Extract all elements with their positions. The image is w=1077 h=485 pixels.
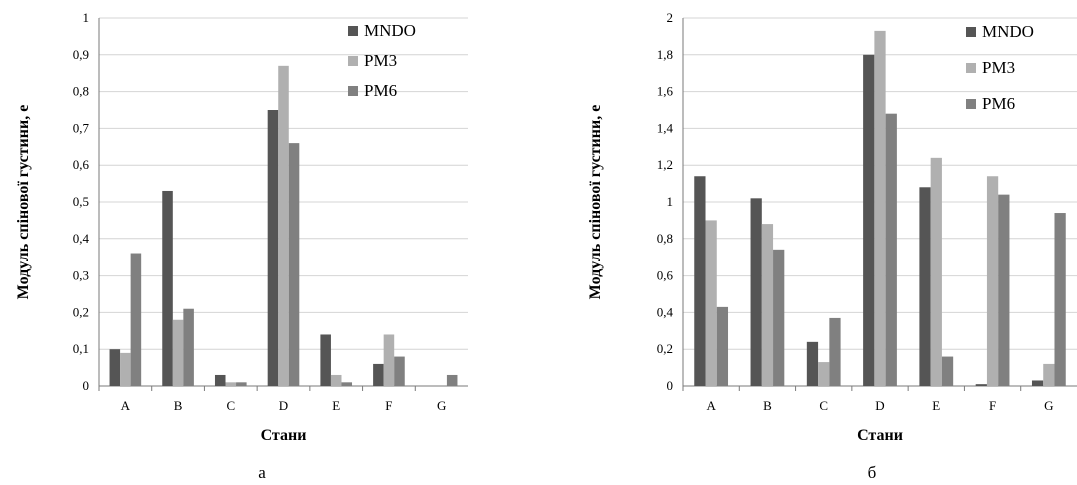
x-tick-label: E [332,398,340,413]
legend-label-mndo: MNDO [982,22,1034,41]
bar-pm6 [183,308,194,386]
bar-pm6 [829,317,841,386]
x-tick-label: B [763,398,772,413]
bar-mndo [750,198,762,386]
legend-label-pm6: PM6 [364,81,397,100]
x-tick-label: B [174,398,183,413]
bar-mndo [1031,380,1044,386]
chart-panel-a: 0 0,1 0,2 0,3 0,4 0,5 0,6 0,7 0,8 0,9 1 A B C D E F G Моду… [15,10,468,482]
legend-label-pm6: PM6 [982,94,1015,113]
bar-mndo [863,54,875,387]
bar-pm3 [278,65,289,386]
bar-pm3 [874,30,886,386]
bar-pm3 [1043,363,1055,386]
bar-mndo [975,384,987,386]
legend-swatch-pm3 [966,63,976,73]
y-tick-label: 2 [667,10,674,25]
y-tick-label: 1,6 [657,84,674,99]
y-tick-label: 0,7 [73,120,90,135]
bar-pm6 [288,143,300,386]
bar-mndo [373,363,384,386]
bar-mndo [214,374,226,386]
bar-pm6 [885,113,897,387]
bar-pm3 [120,352,131,386]
legend-label-pm3: PM3 [982,58,1015,77]
legend-label-mndo: MNDO [364,21,416,40]
bar-pm3 [986,176,999,386]
y-tick-label: 0 [667,378,674,393]
bar-pm6 [941,356,954,386]
y-tick-label: 0,4 [657,304,674,319]
bar-pm6 [394,356,405,386]
legend-swatch-pm6 [966,99,976,109]
x-axis-title: Стани [857,427,903,444]
x-tick-label: C [226,398,235,413]
x-tick-label: G [1044,398,1053,413]
x-axis-title: Стани [261,427,307,444]
x-tick-label: G [437,398,446,413]
x-tick-label: F [989,398,996,413]
bar-mndo [162,190,173,386]
y-tick-label: 1 [667,194,674,209]
bar-mndo [109,349,121,386]
bar-mndo [694,176,706,386]
y-tick-label: 0,9 [73,47,89,62]
y-tick-label: 0,6 [657,268,674,283]
panel-label: а [258,463,266,482]
x-tick-label: A [121,398,131,413]
y-tick-label: 0 [83,378,90,393]
x-tick-label: D [875,398,884,413]
x-tick-label: F [385,398,392,413]
bar-pm6 [130,253,142,386]
x-tick-label: A [706,398,716,413]
bar-pm6 [236,382,247,386]
bar-mndo [267,110,279,386]
legend-swatch-mndo [966,27,976,37]
y-tick-label: 0,6 [73,157,90,172]
x-tick-label: C [819,398,828,413]
bar-pm3 [761,224,774,386]
bar-pm6 [446,374,458,386]
bar-pm3 [818,362,830,386]
bar-pm6 [773,249,785,386]
y-tick-label: 0,2 [73,304,89,319]
y-tick-label: 0,8 [657,231,673,246]
bar-mndo [320,334,331,386]
y-axis-title: Модуль спінової густини, е [15,105,32,300]
bar-pm3 [705,220,717,386]
y-axis-title: Модуль спінової густини, е [587,105,604,300]
y-tick-label: 1,4 [657,120,674,135]
bar-pm3 [172,319,184,386]
legend-swatch-pm3 [348,56,358,66]
legend-swatch-mndo [348,26,358,36]
bar-pm3 [330,374,342,386]
y-tick-label: 0,2 [657,341,673,356]
y-tick-label: 1 [83,10,90,25]
bar-pm6 [1054,213,1066,386]
y-tick-label: 0,1 [73,341,89,356]
legend-swatch-pm6 [348,86,358,96]
legend-label-pm3: PM3 [364,51,397,70]
x-tick-label: E [932,398,940,413]
y-tick-label: 1,8 [657,47,673,62]
x-tick-label: D [279,398,288,413]
bar-mndo [806,341,819,386]
panel-label: б [868,463,877,482]
bar-pm6 [998,194,1010,386]
chart-panel-b: 0 0,2 0,4 0,6 0,8 1 1,2 1,4 1,6 1,8 2 A B C D E F G Модуль… [587,10,1077,482]
bar-pm3 [383,334,395,386]
bar-pm3 [930,157,942,386]
y-tick-label: 1,2 [657,157,673,172]
y-tick-label: 0,5 [73,194,89,209]
y-tick-label: 0,4 [73,231,90,246]
bar-mndo [919,187,931,386]
bar-pm6 [341,382,353,386]
bar-pm3 [225,382,237,386]
bar-pm6 [716,306,729,386]
y-tick-label: 0,8 [73,84,89,99]
y-tick-label: 0,3 [73,268,89,283]
